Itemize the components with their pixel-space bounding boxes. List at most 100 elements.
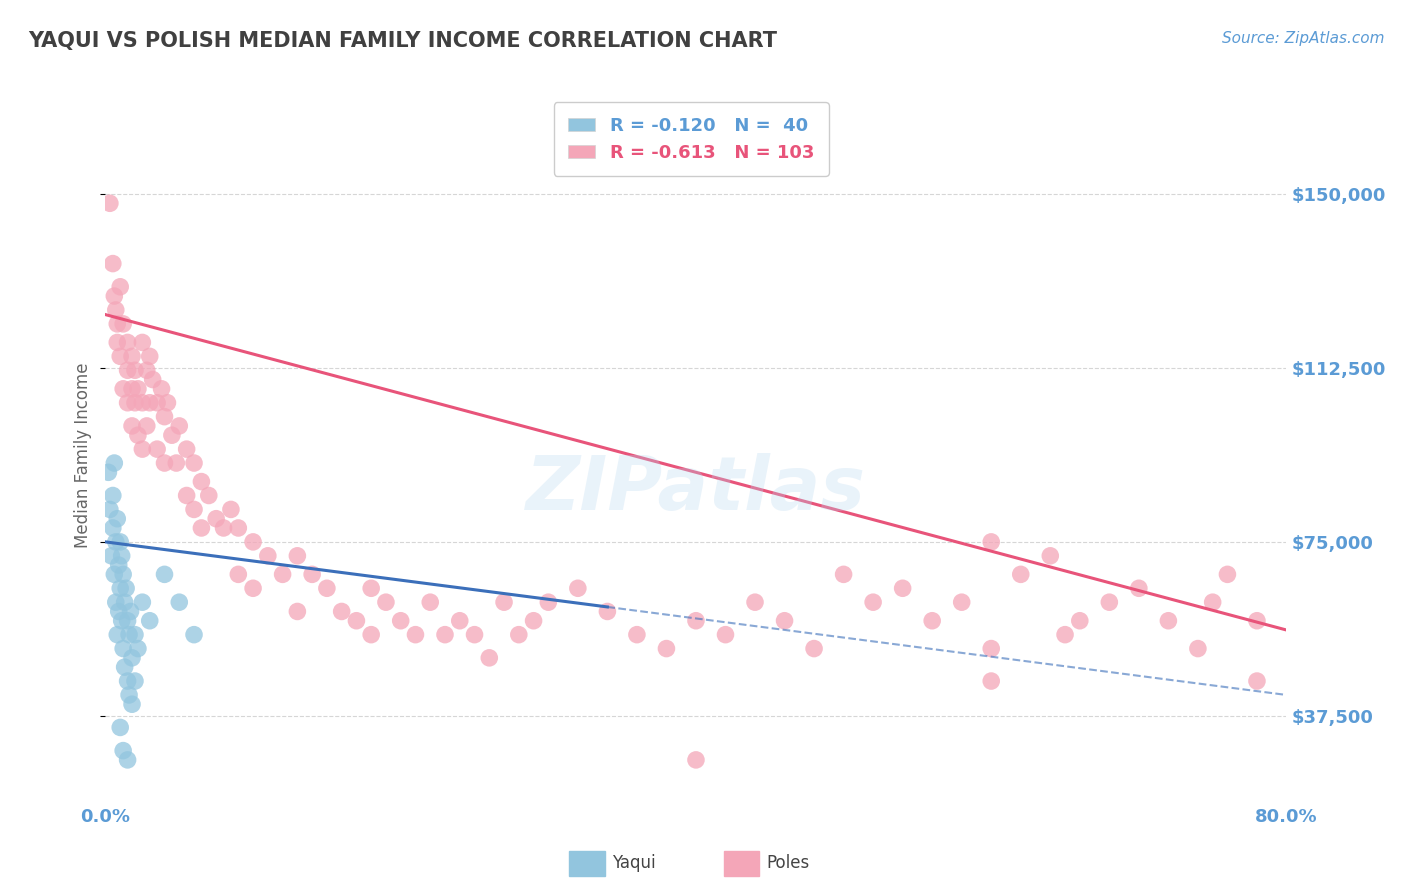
Point: [346, 614, 368, 628]
Point: [1054, 628, 1077, 642]
Point: [626, 628, 648, 642]
Point: [117, 674, 139, 689]
Point: [124, 363, 146, 377]
Text: ZIPatlas: ZIPatlas: [526, 453, 866, 526]
Point: [219, 502, 242, 516]
Point: [112, 382, 135, 396]
Legend: R = -0.120   N =  40, R = -0.613   N = 103: R = -0.120 N = 40, R = -0.613 N = 103: [554, 103, 828, 176]
Point: [111, 614, 134, 628]
Point: [950, 595, 973, 609]
Point: [685, 753, 707, 767]
Point: [183, 502, 205, 516]
Point: [226, 567, 250, 582]
Point: [197, 489, 219, 503]
Point: [832, 567, 855, 582]
Point: [146, 396, 169, 410]
Point: [508, 628, 530, 642]
Point: [360, 582, 382, 596]
Point: [110, 721, 132, 735]
Point: [135, 419, 157, 434]
Point: [103, 456, 125, 470]
Point: [1246, 674, 1268, 689]
Point: [105, 628, 128, 642]
Point: [434, 628, 457, 642]
Point: [131, 396, 153, 410]
Point: [101, 521, 124, 535]
Point: [110, 582, 132, 596]
Point: [478, 651, 501, 665]
Point: [153, 456, 176, 470]
Point: [522, 614, 544, 628]
Point: [160, 428, 183, 442]
Point: [330, 605, 353, 619]
Point: [374, 595, 398, 609]
Point: [1246, 614, 1268, 628]
Point: [419, 595, 441, 609]
Point: [131, 442, 153, 456]
Point: [117, 614, 139, 628]
Point: [389, 614, 412, 628]
Point: [256, 549, 278, 563]
Point: [114, 660, 136, 674]
Point: [127, 641, 149, 656]
Point: [464, 628, 486, 642]
Point: [138, 614, 162, 628]
Text: YAQUI VS POLISH MEDIAN FAMILY INCOME CORRELATION CHART: YAQUI VS POLISH MEDIAN FAMILY INCOME COR…: [28, 31, 778, 51]
Point: [112, 641, 135, 656]
Point: [449, 614, 471, 628]
Point: [104, 303, 127, 318]
Point: [105, 317, 128, 331]
Point: [1187, 641, 1209, 656]
Point: [1216, 567, 1239, 582]
Point: [773, 614, 796, 628]
Point: [169, 595, 191, 609]
Point: [596, 605, 619, 619]
Point: [205, 511, 228, 525]
Point: [118, 688, 141, 702]
Point: [146, 442, 169, 456]
Point: [107, 558, 129, 573]
Point: [117, 753, 139, 767]
Point: [105, 511, 128, 525]
Point: [98, 196, 121, 211]
Point: [127, 428, 149, 442]
Point: [153, 409, 176, 424]
Point: [121, 382, 143, 396]
Point: [124, 674, 146, 689]
Point: [1039, 549, 1062, 563]
Point: [124, 396, 146, 410]
Point: [980, 534, 1002, 549]
Point: [100, 549, 122, 563]
Point: [104, 534, 127, 549]
Point: [744, 595, 766, 609]
Point: [921, 614, 943, 628]
Point: [169, 419, 191, 434]
Point: [124, 628, 146, 642]
Point: [142, 373, 165, 387]
Point: [1069, 614, 1091, 628]
Point: [135, 363, 157, 377]
Point: [111, 549, 134, 563]
Point: [117, 396, 139, 410]
Point: [110, 534, 132, 549]
Point: [153, 567, 176, 582]
Point: [176, 489, 198, 503]
Point: [212, 521, 235, 535]
Point: [97, 466, 120, 480]
Point: [360, 628, 382, 642]
Point: [120, 605, 142, 619]
Point: [107, 605, 129, 619]
Point: [891, 582, 914, 596]
Point: [110, 349, 132, 364]
Point: [226, 521, 250, 535]
Point: [112, 567, 135, 582]
Point: [862, 595, 884, 609]
Point: [98, 502, 121, 516]
Point: [287, 605, 309, 619]
Point: [980, 641, 1002, 656]
Point: [131, 595, 153, 609]
Point: [183, 628, 205, 642]
Point: [685, 614, 707, 628]
Point: [315, 582, 337, 596]
Point: [190, 521, 212, 535]
